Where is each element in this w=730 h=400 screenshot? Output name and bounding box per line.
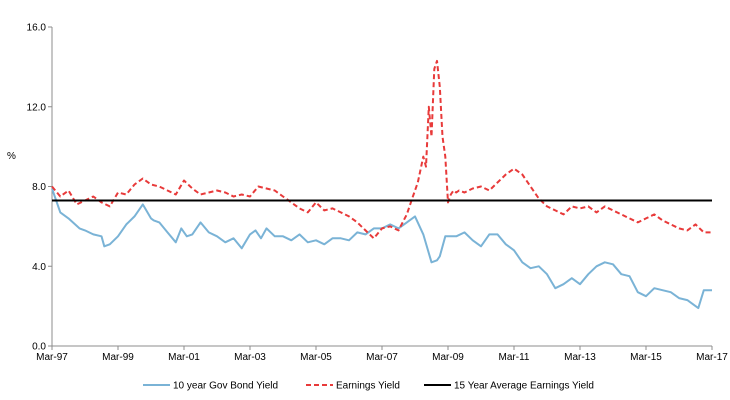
plot-area: 0.0 4.0 8.0 12.0 16.0 Mar-97 Mar-99 Mar-01 Mar-0… [27, 23, 729, 364]
y-tick-label: 12.0 [27, 102, 47, 113]
x-tick-label: Mar-17 [696, 352, 728, 363]
y-tick-label: 4.0 [32, 262, 46, 273]
legend-label: Earnings Yield [336, 381, 400, 392]
x-tick-label: Mar-01 [168, 352, 200, 363]
x-tick-label: Mar-99 [102, 352, 134, 363]
y-tick-label: 0.0 [32, 342, 46, 353]
x-tick-label: Mar-07 [366, 352, 398, 363]
legend-label: 15 Year Average Earnings Yield [454, 381, 594, 392]
y-tick-label: 8.0 [32, 182, 46, 193]
y-tick-label: 16.0 [27, 23, 47, 34]
series-line-0 [51, 188, 712, 310]
series-line-1 [51, 59, 712, 240]
x-tick-label: Mar-03 [234, 352, 266, 363]
legend: 10 year Gov Bond Yield Earnings Yield 15 Y… [143, 381, 594, 392]
x-tick-label: Mar-09 [432, 352, 464, 363]
y-axis-label: % [7, 151, 16, 162]
x-tick-label: Mar-97 [36, 352, 68, 363]
x-tick-label: Mar-13 [564, 352, 596, 363]
legend-label: 10 year Gov Bond Yield [173, 381, 278, 392]
x-tick-label: Mar-11 [499, 352, 530, 363]
x-tick-label: Mar-05 [300, 352, 332, 363]
x-tick-label: Mar-15 [630, 352, 662, 363]
